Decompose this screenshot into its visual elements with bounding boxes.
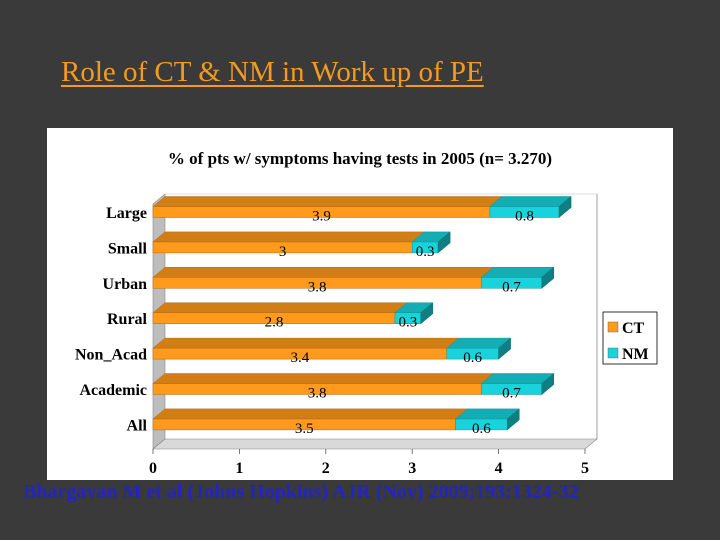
bar-nm-top xyxy=(480,267,555,278)
category-label: Academic xyxy=(79,382,147,399)
bar-ct-top xyxy=(152,231,425,243)
bar-nm-side xyxy=(558,195,572,219)
plot-area: 0 1 2 3 4 5 Large 3.9 0.8 Small 3 0.3 Urban 3.8 0.7 Rur… xyxy=(75,193,658,477)
legend-label-nm: NM xyxy=(622,346,649,363)
bar-nm-top xyxy=(489,196,572,207)
bar-ct-top xyxy=(152,196,503,207)
bar-nm-top xyxy=(480,373,555,384)
data-label-ct: 3.8 xyxy=(308,386,327,402)
x-tick-label: 4 xyxy=(495,460,503,477)
stacked-bar-chart: % of pts w/ symptoms having tests in 200… xyxy=(75,149,658,477)
data-label-ct: 2.8 xyxy=(265,315,284,331)
x-tick-label: 2 xyxy=(322,460,330,477)
data-label-nm: 0.8 xyxy=(515,209,534,225)
bar-ct-top xyxy=(152,373,495,384)
bar-ct-top xyxy=(152,337,460,349)
category-label: Rural xyxy=(107,311,148,328)
citation: Bhargavan M et al (Johns Hopkins) AJR (N… xyxy=(23,481,579,503)
slide-title: Role of CT & NM in Work up of PE xyxy=(61,56,484,88)
data-label-ct: 3.9 xyxy=(312,209,331,225)
category-label: Large xyxy=(106,205,147,222)
chart-panel: % of pts w/ symptoms having tests in 200… xyxy=(47,128,673,480)
data-label-ct: 3.4 xyxy=(291,350,310,366)
data-label-nm: 0.6 xyxy=(472,421,491,437)
bar-nm-side xyxy=(541,372,555,396)
category-label: Non_Acad xyxy=(75,347,147,364)
floor xyxy=(152,438,598,450)
legend-swatch-ct xyxy=(607,321,619,333)
bar-nm-side xyxy=(506,408,520,431)
data-label-nm: 0.7 xyxy=(502,279,521,295)
category-label: All xyxy=(127,417,148,434)
legend-swatch-nm xyxy=(607,347,619,359)
bar-nm-side xyxy=(437,231,451,254)
data-label-ct: 3.8 xyxy=(308,279,327,295)
category-label: Urban xyxy=(103,276,148,293)
data-label-ct: 3.5 xyxy=(295,421,314,437)
x-tick-label: 5 xyxy=(581,460,589,477)
bar-nm-side xyxy=(541,266,555,289)
data-label-nm: 0.6 xyxy=(463,350,482,366)
data-label-nm: 0.7 xyxy=(502,386,521,402)
x-tick-label: 3 xyxy=(408,460,416,477)
bar-nm-side xyxy=(420,302,434,325)
bar-ct-top xyxy=(152,302,408,313)
data-label-nm: 0.3 xyxy=(399,315,418,331)
bar-ct-top xyxy=(152,408,469,420)
x-tick-label: 1 xyxy=(235,460,243,477)
category-label: Small xyxy=(108,240,148,257)
data-label-nm: 0.3 xyxy=(416,244,435,260)
x-tick-label: 0 xyxy=(149,460,157,477)
chart-title: % of pts w/ symptoms having tests in 200… xyxy=(168,149,552,168)
data-label-ct: 3 xyxy=(279,244,287,260)
bar-nm-side xyxy=(498,337,511,360)
legend-label-ct: CT xyxy=(622,320,645,337)
bar-ct-top xyxy=(152,267,495,278)
